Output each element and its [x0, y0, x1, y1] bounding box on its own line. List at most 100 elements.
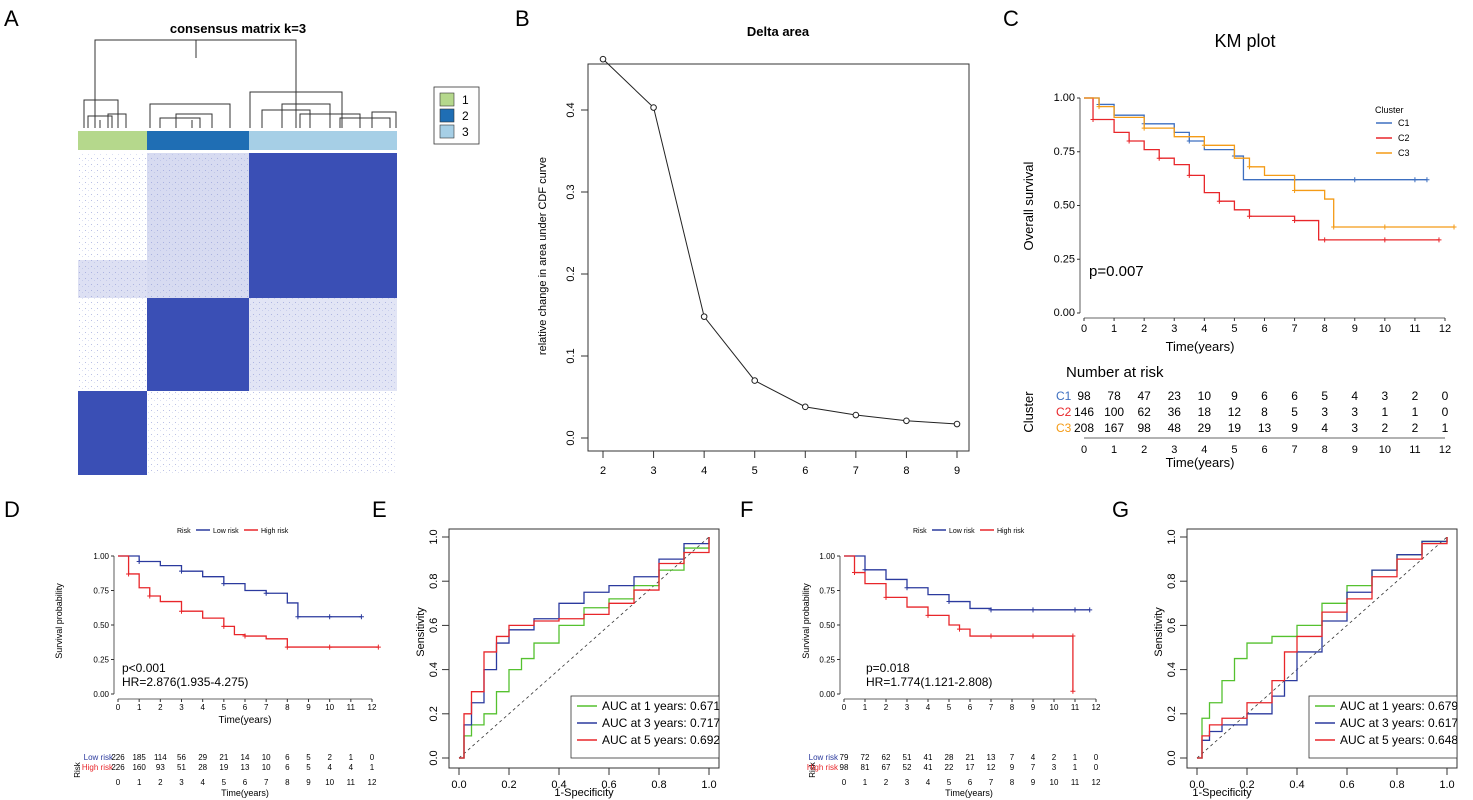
roc-diagonal — [1196, 536, 1448, 759]
xtick-label: 12 — [1092, 703, 1101, 712]
censor-mark — [179, 608, 184, 614]
xtick-label: 3 — [905, 703, 910, 712]
risk-value: 22 — [945, 763, 954, 772]
censor-mark — [957, 626, 962, 632]
ytick-label: 0.50 — [1054, 200, 1075, 212]
risk-value: 52 — [903, 763, 912, 772]
risk-value: 6 — [1261, 389, 1268, 403]
risk-value: 13 — [987, 753, 996, 762]
panel-f-km-risk: Survival probability p=0.018 HR=1.774(1.… — [801, 528, 1101, 798]
panel-letter-c: C — [1003, 6, 1019, 31]
panel-c-title: KM plot — [1214, 31, 1275, 51]
ytick-label: 0.00 — [819, 690, 835, 699]
risk-value: 3 — [1321, 405, 1328, 419]
xtick-label: 0.8 — [1389, 779, 1404, 791]
risk-xtick-label: 12 — [1092, 778, 1101, 787]
risk-value: 81 — [861, 763, 870, 772]
panel-c-km-plot: KM plot Overall survival Time(years) p=0… — [1021, 31, 1457, 470]
risk-xtick-label: 0 — [1081, 444, 1087, 456]
panel-letter-e: E — [372, 497, 387, 522]
ytick-label: 0.25 — [93, 656, 109, 665]
censor-mark — [147, 593, 153, 599]
risk-value: 7 — [1031, 763, 1036, 772]
risk-xtick-label: 1 — [1111, 444, 1117, 456]
censor-mark — [1072, 607, 1078, 613]
risk-value: 79 — [840, 753, 849, 762]
risk-value: 28 — [945, 753, 954, 762]
censor-mark — [1030, 607, 1036, 613]
ytick-label: 0.75 — [1054, 146, 1075, 158]
risk-value: 21 — [966, 753, 975, 762]
censor-mark — [1412, 177, 1418, 183]
censor-mark — [1382, 237, 1388, 243]
censor-mark — [1070, 633, 1076, 639]
panel-b-xtick-label: 4 — [701, 465, 707, 477]
censor-mark — [946, 599, 952, 605]
censor-mark — [358, 614, 364, 620]
ytick-label: 0.8 — [428, 574, 440, 589]
legend-label-c3: C3 — [1398, 148, 1410, 158]
roc-diagonal — [458, 536, 710, 759]
risk-xtick-label: 5 — [222, 778, 227, 787]
ytick-label: 0.75 — [93, 587, 109, 596]
risk-xtick-label: 10 — [1050, 778, 1059, 787]
panel-b-ytick-label: 0.2 — [565, 266, 577, 281]
risk-value: 78 — [1107, 389, 1121, 403]
xtick-label: 3 — [179, 703, 184, 712]
xtick-label: 4 — [926, 703, 931, 712]
censor-mark — [862, 567, 868, 573]
panel-b-xtick-label: 5 — [752, 465, 758, 477]
censor-mark — [925, 612, 931, 618]
panel-b-ytick-label: 0.1 — [565, 348, 577, 363]
panel-b-ytick-label: 0.4 — [565, 102, 577, 117]
risk-value: 0 — [1442, 405, 1449, 419]
xtick-label: 0.2 — [1239, 779, 1254, 791]
risk-xtick-label: 8 — [285, 778, 290, 787]
xtick-label: 5 — [947, 703, 952, 712]
censor-mark — [1087, 607, 1093, 613]
risk-value: 1 — [1381, 405, 1388, 419]
panel-b-xtick-label: 3 — [651, 465, 657, 477]
censor-mark — [1436, 237, 1442, 243]
risk-value: 5 — [1291, 405, 1298, 419]
ytick-label: 0.50 — [93, 621, 109, 630]
dendrogram — [83, 39, 397, 128]
panel-b-point — [852, 411, 860, 419]
panel-d-legend-title: Risk — [177, 528, 191, 535]
xtick-label: 0.0 — [1189, 779, 1204, 791]
censor-mark — [327, 614, 333, 620]
risk-value: 51 — [903, 753, 912, 762]
censor-mark — [1292, 187, 1298, 193]
risk-value: 17 — [966, 763, 975, 772]
xtick-label: 8 — [1322, 323, 1328, 335]
censor-mark — [284, 644, 290, 650]
xtick-label: 1 — [1111, 323, 1117, 335]
panel-f-ylabel: Survival probability — [801, 583, 811, 659]
risk-xtick-label: 3 — [1171, 444, 1177, 456]
risk-value: 226 — [111, 763, 125, 772]
risk-xtick-label: 12 — [1439, 444, 1451, 456]
censor-mark — [1070, 688, 1076, 694]
panel-d-ylabel: Survival probability — [54, 583, 64, 659]
panel-e-xlabel: 1-Specificity — [554, 787, 614, 799]
legend-label: Low risk — [949, 528, 975, 535]
risk-xtick-label: 9 — [1031, 778, 1036, 787]
ytick-label: 1.00 — [93, 552, 109, 561]
censor-mark — [1186, 172, 1192, 178]
risk-xtick-label: 12 — [368, 778, 377, 787]
panel-letter-g: G — [1112, 497, 1129, 522]
legend-label: High risk — [261, 528, 289, 535]
censor-mark — [1141, 125, 1147, 131]
ytick-label: 0.6 — [428, 618, 440, 633]
censor-mark — [1352, 177, 1358, 183]
panel-d-km-risk: Survival probability Time(years) p<0.001… — [54, 528, 381, 798]
risk-value: 1 — [370, 763, 375, 772]
censor-mark — [179, 568, 184, 574]
risk-value: 98 — [1077, 389, 1091, 403]
risk-value: 2 — [327, 753, 332, 762]
xtick-label: 5 — [222, 703, 227, 712]
xtick-label: 6 — [968, 703, 973, 712]
risk-xtick-label: 11 — [347, 778, 356, 787]
risk-value: 7 — [1010, 753, 1015, 762]
risk-xtick-label: 7 — [1292, 444, 1298, 456]
